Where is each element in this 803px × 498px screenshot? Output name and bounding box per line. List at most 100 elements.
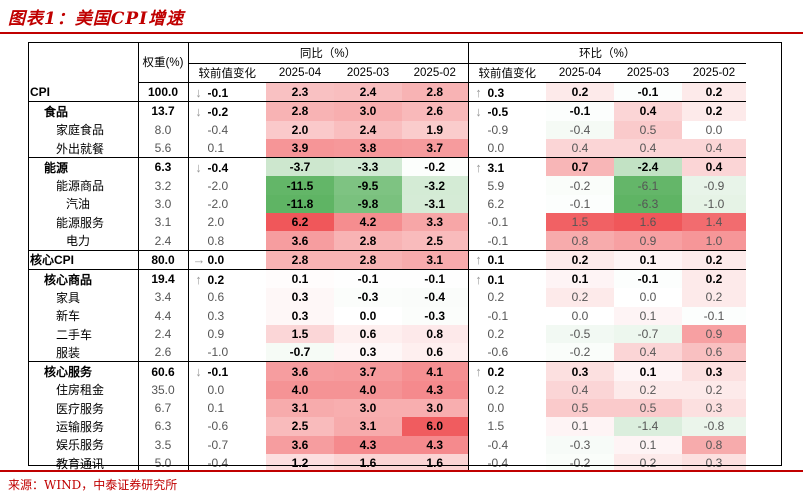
mom-value: -6.3 bbox=[614, 194, 682, 214]
change-value: 1.5 bbox=[487, 419, 505, 434]
change-cell: -0.9 bbox=[468, 121, 546, 139]
table-row: 外出就餐 5.6 0.1 3.9 3.8 3.7 0.0 0.4 0.4 0.4 bbox=[28, 138, 746, 159]
weight-header: 权重(%) bbox=[138, 42, 189, 83]
change-value: -0.7 bbox=[207, 437, 229, 452]
mom-value: 0.2 bbox=[682, 380, 746, 400]
table-row: 娱乐服务 3.5 -0.7 3.6 4.3 4.3 -0.4 -0.3 0.1 0.8 bbox=[28, 435, 746, 454]
mom-value: -0.9 bbox=[682, 176, 746, 195]
weight-cell: 5.0 bbox=[138, 453, 189, 473]
table-row: 能源 6.3 ↓ -0.4 -3.7 -3.3 -0.2 ↑ 3.1 0.7 -2.4 0.4 bbox=[28, 157, 746, 177]
mom-value: -0.3 bbox=[546, 435, 614, 454]
mom-value: 0.4 bbox=[546, 138, 614, 159]
change-value: -0.1 bbox=[207, 85, 229, 100]
yoy-value: 2.8 bbox=[334, 250, 402, 270]
change-cell: -0.4 bbox=[468, 436, 546, 454]
mom-value: 0.5 bbox=[614, 120, 682, 139]
change-cell: 0.2 bbox=[468, 288, 546, 306]
mom-value: 0.3 bbox=[682, 453, 746, 473]
item-name: 二手车 bbox=[28, 324, 139, 344]
mom-value: 0.2 bbox=[682, 288, 746, 307]
yoy-value: 2.4 bbox=[334, 82, 402, 103]
item-name: 能源服务 bbox=[28, 213, 139, 232]
yoy-value: 3.8 bbox=[334, 138, 402, 159]
mom-value: -0.7 bbox=[614, 324, 682, 344]
change-value: 0.2 bbox=[487, 365, 505, 380]
yoy-value: 2.3 bbox=[266, 82, 334, 103]
weight-cell: 80.0 bbox=[138, 250, 189, 270]
yoy-value: 0.3 bbox=[266, 306, 334, 325]
mom-value: 0.2 bbox=[546, 82, 614, 103]
mom-value: 0.2 bbox=[614, 380, 682, 400]
yoy-value: -9.5 bbox=[334, 176, 402, 195]
change-cell: -0.4 bbox=[188, 121, 266, 139]
item-name: 核心CPI bbox=[28, 250, 139, 270]
change-cell: ↓ -0.2 bbox=[188, 102, 266, 121]
column-header: 2025-03 bbox=[334, 63, 402, 83]
table-row: 汽油 3.0 -2.0 -11.8 -9.8 -3.1 6.2 -0.1 -6.3 -1.0 bbox=[28, 194, 746, 214]
item-name: 新车 bbox=[28, 306, 139, 325]
table-row: CPI 100.0 ↓ -0.1 2.3 2.4 2.8 ↑ 0.3 0.2 -0.1 0.2 bbox=[28, 82, 746, 103]
column-header: 2025-04 bbox=[266, 63, 334, 83]
mom-value: 0.2 bbox=[614, 453, 682, 473]
mom-value: -0.1 bbox=[614, 82, 682, 103]
column-header: 2025-02 bbox=[682, 63, 746, 83]
yoy-value: -0.1 bbox=[402, 269, 469, 289]
arrow-up-icon: ↑ bbox=[475, 159, 482, 175]
yoy-value: 2.4 bbox=[334, 120, 402, 139]
change-value: 0.2 bbox=[487, 290, 505, 305]
yoy-value: 3.0 bbox=[334, 399, 402, 418]
mom-value: -0.1 bbox=[682, 306, 746, 325]
mom-value: -6.1 bbox=[614, 176, 682, 195]
change-value: 0.0 bbox=[487, 401, 505, 416]
yoy-value: 0.1 bbox=[266, 269, 334, 289]
mom-value: 0.3 bbox=[682, 361, 746, 381]
table-row: 二手车 2.4 0.9 1.5 0.6 0.8 0.2 -0.5 -0.7 0.9 bbox=[28, 324, 746, 344]
change-cell: 0.3 bbox=[188, 307, 266, 325]
yoy-value: -3.7 bbox=[266, 157, 334, 177]
change-value: 0.9 bbox=[207, 327, 225, 341]
change-value: -0.4 bbox=[207, 456, 229, 471]
item-name: 电力 bbox=[28, 231, 139, 251]
mom-value: 1.5 bbox=[546, 213, 614, 232]
yoy-value: 1.5 bbox=[266, 324, 334, 344]
table-row: 运输服务 6.3 -0.6 2.5 3.1 6.0 1.5 0.1 -1.4 -0.8 bbox=[28, 417, 746, 436]
yoy-value: 0.3 bbox=[266, 288, 334, 307]
change-cell: -2.0 bbox=[188, 176, 266, 194]
change-cell: 0.9 bbox=[188, 325, 266, 343]
yoy-value: 3.9 bbox=[266, 138, 334, 159]
column-header: 2025-02 bbox=[402, 63, 469, 83]
mom-value: 0.1 bbox=[614, 361, 682, 381]
mom-value: 0.4 bbox=[546, 380, 614, 400]
yoy-value: -3.2 bbox=[402, 176, 469, 195]
yoy-value: 2.6 bbox=[402, 101, 469, 121]
mom-value: -0.2 bbox=[546, 343, 614, 363]
yoy-value: 3.0 bbox=[334, 101, 402, 121]
yoy-value: 3.7 bbox=[334, 361, 402, 381]
change-cell: ↑ 0.1 bbox=[468, 250, 546, 270]
change-cell: -0.7 bbox=[188, 436, 266, 454]
weight-cell: 60.6 bbox=[138, 361, 189, 381]
weight-cell: 6.3 bbox=[138, 157, 189, 177]
change-cell: 0.0 bbox=[468, 138, 546, 159]
change-value: -0.9 bbox=[487, 122, 509, 137]
yoy-value: 4.3 bbox=[334, 435, 402, 454]
change-cell: 0.6 bbox=[188, 288, 266, 306]
change-value: 0.8 bbox=[207, 233, 225, 248]
table-row: 新车 4.4 0.3 0.3 0.0 -0.3 -0.1 0.0 0.1 -0.1 bbox=[28, 306, 746, 325]
arrow-right-icon: → bbox=[192, 252, 206, 268]
weight-cell: 13.7 bbox=[138, 101, 189, 121]
yoy-value: 3.1 bbox=[266, 399, 334, 418]
yoy-header: 同比（%） bbox=[188, 42, 469, 64]
source-rule bbox=[0, 470, 803, 472]
arrow-up-icon: ↑ bbox=[475, 84, 482, 100]
change-value: 0.1 bbox=[487, 253, 505, 268]
column-header: 2025-03 bbox=[614, 63, 682, 83]
mom-value: 0.7 bbox=[546, 157, 614, 177]
change-cell: -2.0 bbox=[188, 195, 266, 213]
weight-cell: 6.7 bbox=[138, 399, 189, 418]
arrow-up-icon: ↑ bbox=[195, 271, 202, 287]
yoy-value: 6.0 bbox=[402, 417, 469, 436]
yoy-value: 3.1 bbox=[334, 417, 402, 436]
weight-cell: 4.4 bbox=[138, 306, 189, 325]
yoy-value: -3.3 bbox=[334, 157, 402, 177]
